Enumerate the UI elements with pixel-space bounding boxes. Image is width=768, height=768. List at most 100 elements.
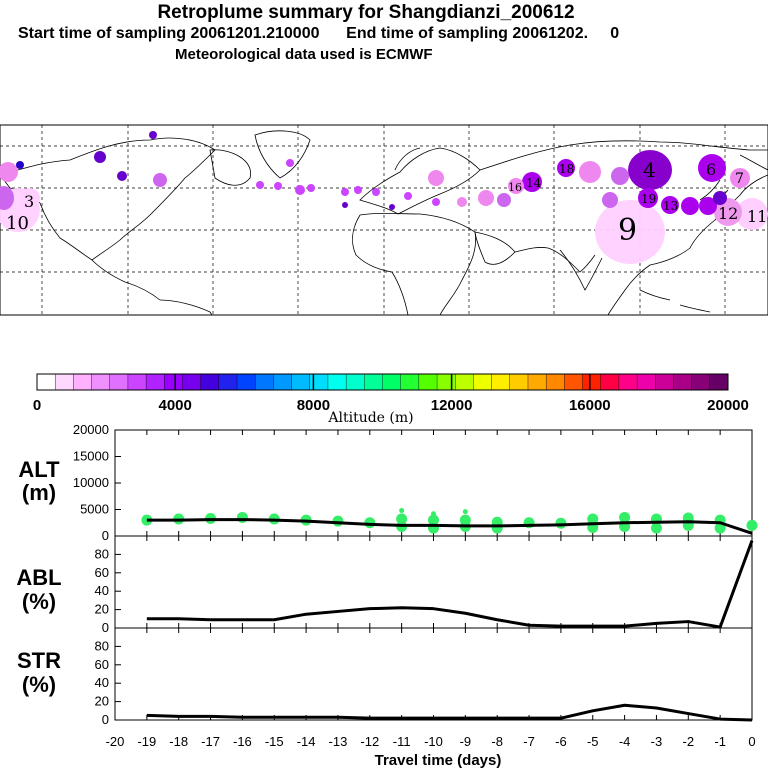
colorbar-tick-label: 4000 (159, 397, 192, 414)
colorbar-cell (564, 373, 584, 391)
colorbar-cell (291, 373, 311, 391)
y-tick-label: 20000 (73, 422, 109, 437)
map-marker-label: 4 (643, 158, 656, 182)
colorbar-cell (655, 373, 674, 391)
x-tick-label: -17 (201, 734, 220, 749)
y-tick-label: 40 (95, 675, 109, 690)
x-tick-label: -9 (460, 734, 472, 749)
colorbar-frame (36, 373, 729, 391)
colorbar-cell (54, 373, 74, 391)
colorbar-tick-label: 12000 (431, 397, 473, 414)
x-tick-label: -18 (169, 734, 188, 749)
x-tick-label: -16 (233, 734, 252, 749)
panel-str-frame (114, 627, 753, 721)
alt-ylabel-unit: (m) (22, 480, 56, 505)
colorbar-tick-label: 20000 (707, 397, 749, 414)
altitude-point (462, 509, 468, 515)
map-marker-label: 16 (508, 181, 522, 194)
colorbar-cell (164, 373, 183, 391)
colorbar-cell (509, 373, 529, 391)
colorbar-cell (636, 373, 656, 391)
x-tick-label: -12 (360, 734, 379, 749)
x-tick-label: -7 (523, 734, 535, 749)
x-tick-label: -10 (424, 734, 443, 749)
altitude-point (619, 511, 631, 523)
coastlines (0, 130, 768, 316)
altitude-point (587, 513, 599, 525)
map-marker-label: 13 (663, 199, 678, 213)
altitude-colorbar: 0 4000 8000 12000 16000 20000 Altitude (m) (33, 373, 749, 426)
altitude-point (431, 511, 436, 517)
str-series-line (146, 703, 753, 722)
map-marker-label: 14 (526, 176, 542, 190)
abl-series-line (146, 540, 754, 629)
x-tick-label: -20 (106, 734, 125, 749)
abl-panel: 0 20 40 60 80 (95, 535, 754, 635)
colorbar-cell (527, 373, 547, 391)
altitude-point (746, 519, 758, 531)
map-marker-label: 9 (618, 213, 637, 248)
alt-series-line (146, 518, 753, 535)
colorbar-cell (91, 373, 111, 391)
map-marker-label: 11 (747, 207, 767, 226)
x-tick-label: -13 (329, 734, 348, 749)
colorbar-cells (36, 373, 729, 391)
plume-markers (0, 131, 768, 264)
colorbar-cell (127, 373, 147, 391)
map-marker-label: 18 (559, 162, 574, 176)
colorbar-cell (382, 373, 402, 391)
y-tick-label: 0 (102, 620, 109, 635)
str-ylabel-unit: (%) (22, 672, 56, 697)
map-marker-label: 10 (6, 213, 29, 234)
x-tick-label: -6 (555, 734, 567, 749)
colorbar-cell (473, 373, 493, 391)
altitude-point (428, 514, 439, 526)
colorbar-cell (236, 373, 256, 391)
y-tick-label: 60 (95, 565, 109, 580)
sampling-time-line: Start time of sampling 20061201.210000 E… (18, 25, 620, 42)
plume-marker-labels: 10 3 12 4 6 7 9 19 14 13 16 18 11 (6, 158, 767, 248)
y-tick-label: 80 (95, 546, 109, 561)
colorbar-cell (73, 373, 93, 391)
y-tick-label: 5000 (80, 502, 109, 517)
colorbar-cell (436, 373, 456, 391)
x-tick-label: -15 (265, 734, 284, 749)
y-tick-label: 40 (95, 583, 109, 598)
retroplume-map: 10 3 12 4 6 7 9 19 14 13 16 18 11 (0, 124, 768, 316)
y-tick-label: 0 (102, 528, 109, 543)
map-marker-label: 19 (641, 192, 656, 206)
colorbar-cell (618, 373, 638, 391)
x-tick-label: -2 (683, 734, 695, 749)
str-ylabel: STR (17, 648, 61, 673)
abl-ylabel-unit: (%) (22, 589, 56, 614)
colorbar-cell (200, 373, 220, 391)
y-tick-label: 80 (95, 638, 109, 653)
altitude-point (714, 522, 726, 534)
colorbar-cell (273, 373, 293, 391)
met-data-line: Meteorological data used is ECMWF (175, 46, 433, 63)
map-marker-label: 7 (735, 171, 744, 187)
y-tick-label: 15000 (73, 449, 109, 464)
map-marker-label: 3 (24, 192, 34, 211)
x-tick-label: -5 (587, 734, 599, 749)
colorbar-cell (109, 373, 129, 391)
altitude-point (236, 511, 248, 523)
colorbar-cell (345, 373, 365, 391)
panel-abl-frame (114, 535, 753, 629)
colorbar-cell (673, 373, 693, 391)
map-marker-label: 6 (706, 160, 716, 179)
x-tick-label: -14 (297, 734, 316, 749)
colorbar-cell (327, 373, 347, 391)
str-panel: 0 20 40 60 80 (95, 627, 753, 727)
colorbar-cell (491, 373, 511, 391)
x-tick-label: -11 (393, 734, 411, 749)
x-tick-label: -1 (714, 734, 726, 749)
x-tick-label: -4 (619, 734, 631, 749)
altitude-point (459, 514, 471, 526)
y-tick-label: 20 (95, 602, 109, 617)
y-tick-label: 20 (95, 694, 109, 709)
y-tick-label: 60 (95, 657, 109, 672)
colorbar-cell (600, 373, 620, 391)
colorbar-tick-label: 0 (33, 397, 41, 414)
